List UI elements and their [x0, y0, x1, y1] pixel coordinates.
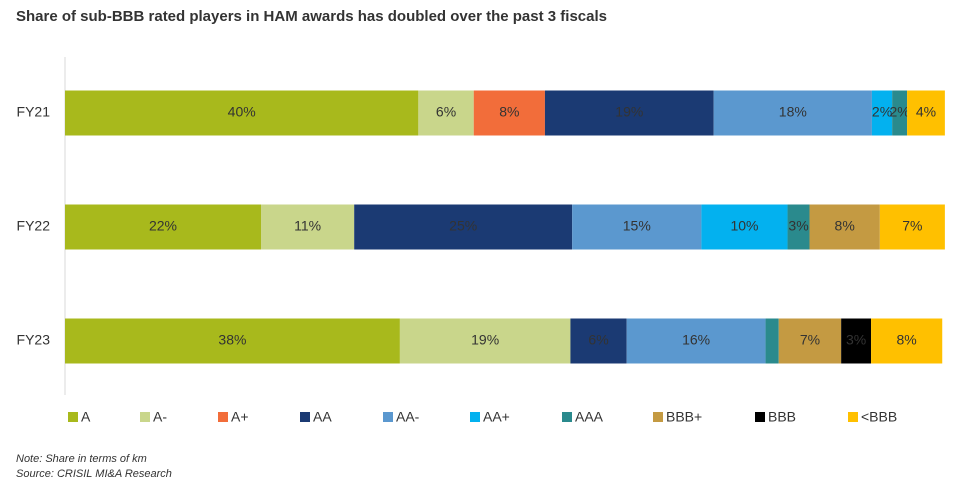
legend-swatch [755, 412, 765, 422]
legend-swatch [300, 412, 310, 422]
data-label: 11% [294, 218, 321, 234]
legend-swatch [562, 412, 572, 422]
bar-segment [809, 204, 880, 250]
legend-label: AA+ [483, 409, 510, 425]
data-label: 8% [835, 218, 855, 234]
data-label: 6% [588, 332, 608, 348]
data-label: 7% [902, 218, 922, 234]
data-label: 40% [228, 104, 256, 120]
bar-segment [473, 90, 545, 136]
chart-title: Share of sub-BBB rated players in HAM aw… [16, 8, 607, 25]
bar-segment [570, 318, 627, 364]
source: Source: CRISIL MI&A Research [16, 468, 172, 480]
note: Note: Share in terms of km [16, 453, 147, 465]
bar-segment [879, 204, 945, 250]
legend-swatch [140, 412, 150, 422]
y-tick-label: FY23 [17, 332, 51, 348]
bar-segment [544, 90, 714, 136]
bar-segment [65, 318, 400, 364]
bar-segment [765, 318, 779, 364]
bar-segment [354, 204, 573, 250]
bar-segment [65, 204, 262, 250]
bar-segment [841, 318, 872, 364]
y-tick-label: FY21 [17, 104, 51, 120]
data-label: 3% [788, 218, 808, 234]
legend-swatch [653, 412, 663, 422]
data-label: 8% [499, 104, 519, 120]
legend-label: BBB+ [666, 409, 702, 425]
bar-segment [871, 90, 893, 136]
legend-label: <BBB [861, 409, 897, 425]
legend-label: A+ [231, 409, 249, 425]
bar-segment [572, 204, 702, 250]
data-label: 3% [846, 332, 866, 348]
legend-label: A- [153, 409, 167, 425]
data-label: 25% [449, 218, 477, 234]
bar-segment [907, 90, 945, 136]
data-label: 18% [779, 104, 807, 120]
data-label: 22% [149, 218, 177, 234]
bar-segment [261, 204, 355, 250]
data-label: 2% [872, 104, 892, 120]
legend-swatch [470, 412, 480, 422]
bar-segment [418, 90, 474, 136]
legend-swatch [68, 412, 78, 422]
bar-segment [65, 90, 419, 136]
data-label: 6% [436, 104, 456, 120]
legend-swatch [383, 412, 393, 422]
legend-swatch [848, 412, 858, 422]
legend-label: AA- [396, 409, 420, 425]
data-label: 7% [800, 332, 820, 348]
y-tick-label: FY22 [17, 218, 51, 234]
data-label: 15% [623, 218, 651, 234]
legend-label: AAA [575, 409, 604, 425]
data-label: 10% [730, 218, 758, 234]
legend-swatch [218, 412, 228, 422]
bar-segment [871, 318, 943, 364]
bar-segment [713, 90, 872, 136]
bar-segment [787, 204, 810, 250]
data-label: 2% [889, 104, 909, 120]
data-label: 8% [897, 332, 917, 348]
bar-segment [701, 204, 788, 250]
data-label: 16% [682, 332, 710, 348]
data-label: 4% [916, 104, 936, 120]
data-label: 19% [615, 104, 643, 120]
data-label: 38% [218, 332, 246, 348]
bar-segment [399, 318, 571, 364]
legend-label: BBB [768, 409, 796, 425]
bar-segment [778, 318, 842, 364]
legend-label: A [81, 409, 91, 425]
data-label: 19% [471, 332, 499, 348]
bar-segment [892, 90, 908, 136]
bar-segment [626, 318, 766, 364]
legend-label: AA [313, 409, 332, 425]
